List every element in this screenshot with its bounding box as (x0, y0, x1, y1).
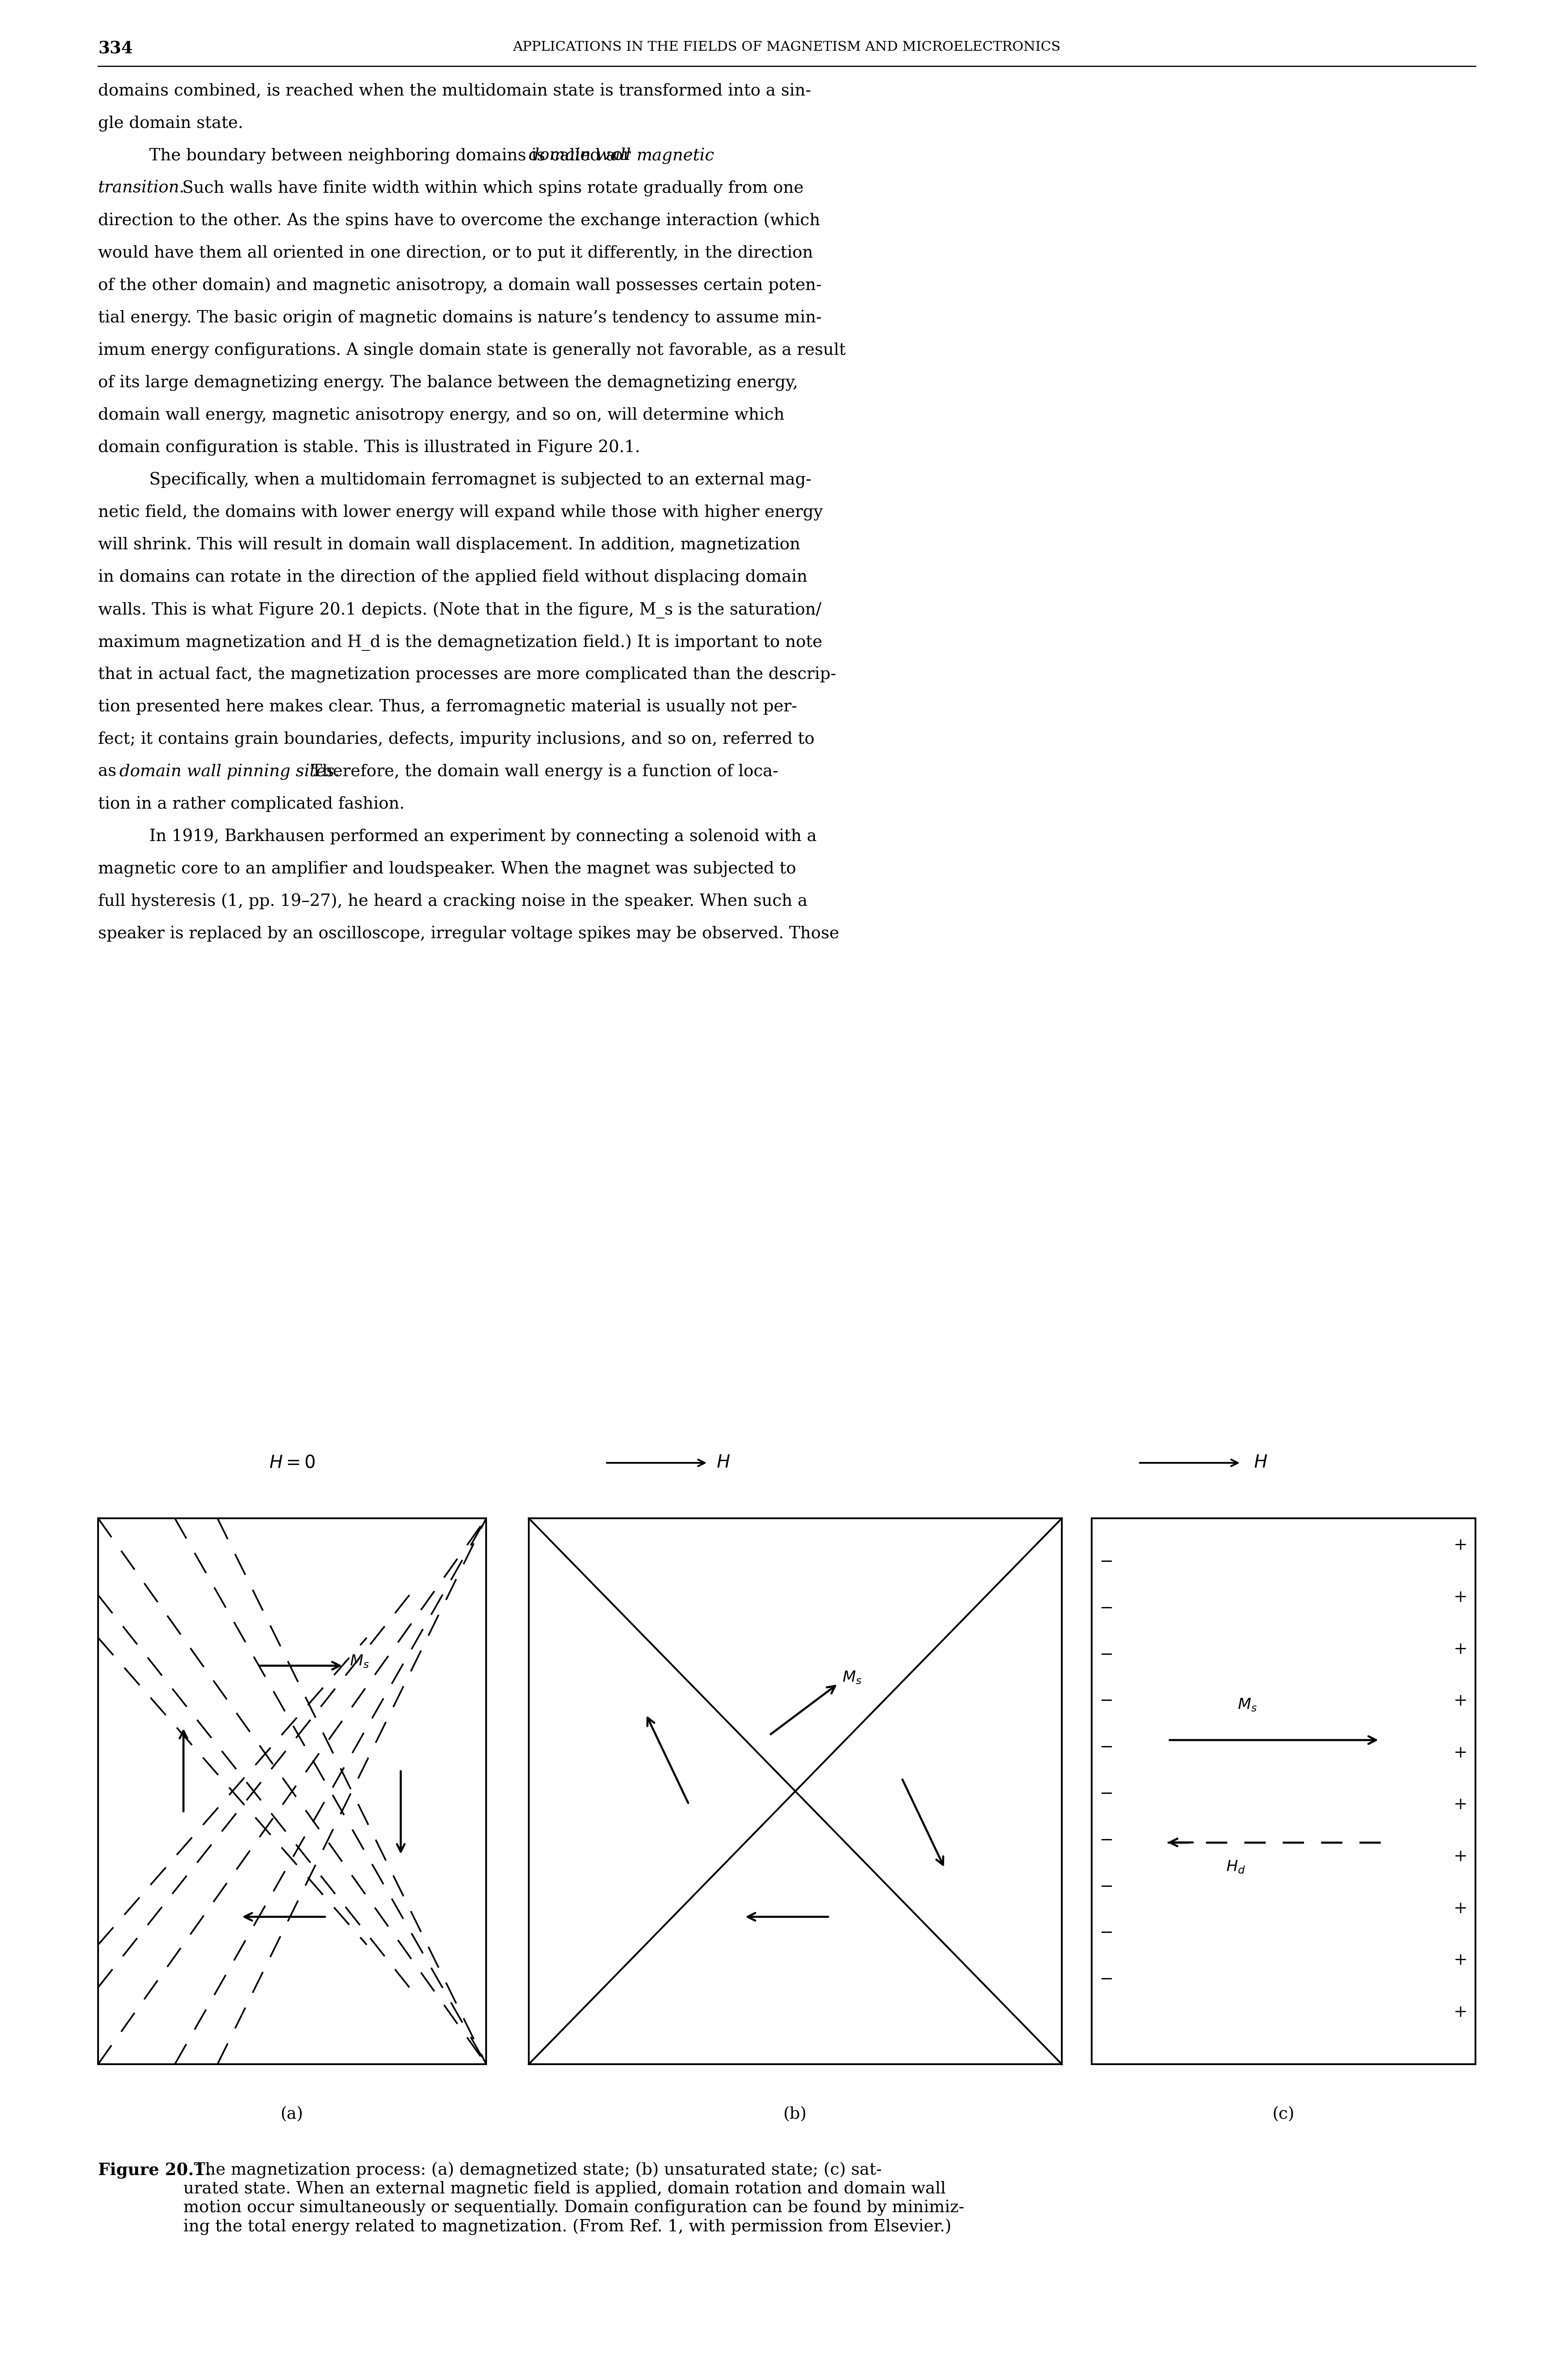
Text: magnetic: magnetic (637, 149, 715, 163)
Bar (528, 1517, 1062, 2064)
Text: (a): (a) (281, 2107, 304, 2123)
Text: as: as (99, 765, 122, 779)
Text: Figure 20.1.: Figure 20.1. (99, 2163, 212, 2178)
Text: magnetic core to an amplifier and loudspeaker. When the magnet was subjected to: magnetic core to an amplifier and loudsp… (99, 862, 797, 878)
Text: of the other domain) and magnetic anisotropy, a domain wall possesses certain po: of the other domain) and magnetic anisot… (99, 277, 822, 294)
Text: of its large demagnetizing energy. The balance between the demagnetizing energy,: of its large demagnetizing energy. The b… (99, 374, 798, 391)
Text: The magnetization process: (a) demagnetized state; (b) unsaturated state; (c) sa: The magnetization process: (a) demagneti… (183, 2163, 964, 2234)
Text: +: + (1454, 1539, 1468, 1553)
Text: tion presented here makes clear. Thus, a ferromagnetic material is usually not p: tion presented here makes clear. Thus, a… (99, 698, 797, 715)
Text: speaker is replaced by an oscilloscope, irregular voltage spikes may be observed: speaker is replaced by an oscilloscope, … (99, 925, 839, 942)
Text: netic field, the domains with lower energy will expand while those with higher e: netic field, the domains with lower ener… (99, 504, 823, 521)
Text: $M_s$: $M_s$ (842, 1669, 862, 1685)
Text: −: − (1099, 1740, 1113, 1756)
Text: $M_s$: $M_s$ (1237, 1697, 1258, 1711)
Text: domain wall pinning sites.: domain wall pinning sites. (119, 765, 340, 781)
Text: direction to the other. As the spins have to overcome the exchange interaction (: direction to the other. As the spins hav… (99, 213, 820, 230)
Text: −: − (1099, 1647, 1113, 1662)
Text: −: − (1099, 1692, 1113, 1709)
Text: −: − (1099, 1972, 1113, 1988)
Text: +: + (1454, 1744, 1468, 1761)
Text: maximum magnetization and H_d is the demagnetization field.) It is important to : maximum magnetization and H_d is the dem… (99, 634, 822, 651)
Text: $M_s$: $M_s$ (350, 1655, 368, 1669)
Text: fect; it contains grain boundaries, defects, impurity inclusions, and so on, ref: fect; it contains grain boundaries, defe… (99, 731, 814, 748)
Text: −: − (1099, 1600, 1113, 1617)
Text: Such walls have finite width within which spins rotate gradually from one: Such walls have finite width within whic… (177, 180, 803, 196)
Text: in domains can rotate in the direction of the applied field without displacing d: in domains can rotate in the direction o… (99, 570, 808, 585)
Text: (c): (c) (1272, 2107, 1295, 2123)
Text: +: + (1454, 1797, 1468, 1813)
Text: $H$: $H$ (1254, 1453, 1267, 1472)
Text: In 1919, Barkhausen performed an experiment by connecting a solenoid with a: In 1919, Barkhausen performed an experim… (149, 828, 817, 845)
Text: Therefore, the domain wall energy is a function of loca-: Therefore, the domain wall energy is a f… (306, 765, 778, 781)
Text: −: − (1099, 1832, 1113, 1849)
Text: 334: 334 (99, 40, 133, 57)
Text: +: + (1454, 1901, 1468, 1917)
Text: $H = 0$: $H = 0$ (270, 1453, 315, 1472)
Text: domain wall: domain wall (528, 149, 630, 163)
Text: −: − (1099, 1924, 1113, 1941)
Text: (b): (b) (784, 2107, 808, 2123)
Text: +: + (1454, 1692, 1468, 1709)
Text: domain configuration is stable. This is illustrated in Figure 20.1.: domain configuration is stable. This is … (99, 440, 640, 457)
Text: domains combined, is reached when the multidomain state is transformed into a si: domains combined, is reached when the mu… (99, 83, 811, 99)
Text: +: + (1454, 1591, 1468, 1605)
Text: would have them all oriented in one direction, or to put it differently, in the : would have them all oriented in one dire… (99, 246, 814, 260)
Text: +: + (1454, 1849, 1468, 1865)
Text: transition.: transition. (99, 180, 185, 196)
Text: imum energy configurations. A single domain state is generally not favorable, as: imum energy configurations. A single dom… (99, 343, 845, 360)
Bar (1091, 1517, 1475, 2064)
Text: The boundary between neighboring domains is called a: The boundary between neighboring domains… (149, 149, 621, 163)
Text: −: − (1099, 1787, 1113, 1801)
Text: full hysteresis (1, pp. 19–27), he heard a cracking noise in the speaker. When s: full hysteresis (1, pp. 19–27), he heard… (99, 892, 808, 909)
Bar (99, 1517, 486, 2064)
Text: APPLICATIONS IN THE FIELDS OF MAGNETISM AND MICROELECTRONICS: APPLICATIONS IN THE FIELDS OF MAGNETISM … (513, 40, 1060, 54)
Text: −: − (1099, 1879, 1113, 1894)
Text: gle domain state.: gle domain state. (99, 116, 243, 133)
Text: tion in a rather complicated fashion.: tion in a rather complicated fashion. (99, 795, 405, 812)
Text: $H_d$: $H_d$ (1226, 1860, 1245, 1875)
Text: +: + (1454, 1640, 1468, 1657)
Text: domain wall energy, magnetic anisotropy energy, and so on, will determine which: domain wall energy, magnetic anisotropy … (99, 407, 784, 424)
Text: Specifically, when a multidomain ferromagnet is subjected to an external mag-: Specifically, when a multidomain ferroma… (149, 471, 812, 488)
Text: or: or (608, 149, 637, 163)
Text: −: − (1099, 1555, 1113, 1569)
Text: will shrink. This will result in domain wall displacement. In addition, magnetiz: will shrink. This will result in domain … (99, 537, 800, 554)
Text: that in actual fact, the magnetization processes are more complicated than the d: that in actual fact, the magnetization p… (99, 667, 836, 682)
Text: +: + (1454, 1953, 1468, 1969)
Text: +: + (1454, 2005, 1468, 2019)
Text: walls. This is what Figure 20.1 depicts. (Note that in the figure, M_s is the sa: walls. This is what Figure 20.1 depicts.… (99, 601, 822, 618)
Text: tial energy. The basic origin of magnetic domains is nature’s tendency to assume: tial energy. The basic origin of magneti… (99, 310, 822, 327)
Text: $H$: $H$ (717, 1453, 731, 1472)
